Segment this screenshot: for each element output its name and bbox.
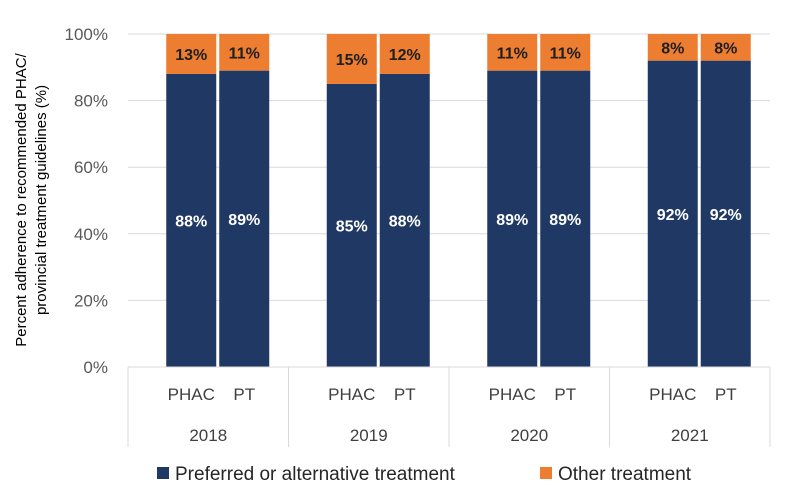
x-axis: PHAC PT PHAC PT PHAC PT PHAC PT 2018 2019 2020 2021 [127, 366, 771, 447]
bar-other [326, 34, 377, 84]
x-group-label: 2019 [350, 426, 388, 445]
bar-preferred [326, 83, 377, 367]
data-label-other: 12% [389, 47, 421, 64]
y-tick-label: 40% [74, 225, 108, 244]
bar-preferred [700, 60, 751, 367]
x-category-label: PT [715, 385, 737, 404]
bar-other [647, 34, 698, 61]
legend-swatch-preferred [157, 467, 169, 479]
x-category-label: PHAC [168, 385, 215, 404]
data-label-other: 13% [175, 47, 207, 64]
data-label-other: 11% [229, 45, 260, 62]
bar-other [166, 34, 217, 74]
legend: Preferred or alternative treatment Other… [157, 464, 692, 485]
bar-other [219, 34, 270, 71]
x-group-label: 2021 [671, 426, 709, 445]
data-label-preferred: 89% [496, 212, 528, 229]
y-tick-label: 60% [74, 158, 108, 177]
bar-other [487, 34, 538, 71]
data-label-other: 15% [336, 52, 368, 69]
bar-preferred [487, 70, 538, 367]
data-label-preferred: 88% [175, 213, 207, 230]
legend-label-other: Other treatment [558, 464, 692, 485]
data-label-other: 8% [661, 40, 684, 57]
data-label-other: 11% [550, 45, 581, 62]
x-group-label: 2018 [189, 426, 227, 445]
y-axis-label-line1: Percent adherence to recommended PHAC/ [13, 52, 30, 346]
data-label-other: 8% [714, 40, 737, 57]
y-tick-label: 80% [74, 92, 108, 111]
data-label-preferred: 92% [710, 207, 742, 224]
legend-swatch-other [540, 467, 552, 479]
y-tick-label: 100% [65, 25, 108, 44]
y-tick-label: 20% [74, 291, 108, 310]
data-label-other: 11% [497, 45, 528, 62]
bar-other [379, 34, 430, 74]
data-label-preferred: 88% [389, 213, 421, 230]
x-category-label: PHAC [489, 385, 536, 404]
bars: 88% 13% 89% 11% 85% 15% 88% 12% 89% 11% 89% 11% 92% 8… [166, 34, 751, 368]
y-axis-ticks: 0% 20% 40% 60% 80% 100% [65, 25, 108, 377]
x-group-label: 2020 [510, 426, 548, 445]
legend-label-preferred: Preferred or alternative treatment [175, 464, 456, 485]
bar-preferred [219, 70, 270, 367]
bar-preferred [379, 73, 430, 368]
x-category-label: PT [394, 385, 416, 404]
bar-other [700, 34, 751, 61]
x-category-label: PHAC [649, 385, 696, 404]
data-label-preferred: 89% [228, 212, 260, 229]
x-category-label: PT [233, 385, 255, 404]
x-category-label: PHAC [328, 385, 375, 404]
bar-preferred [647, 60, 698, 367]
data-label-preferred: 85% [336, 218, 368, 235]
bar-preferred [166, 73, 217, 368]
data-label-preferred: 89% [549, 212, 581, 229]
data-label-preferred: 92% [657, 207, 689, 224]
bar-other [540, 34, 591, 71]
bar-preferred [540, 70, 591, 367]
x-category-label: PT [554, 385, 576, 404]
y-tick-label: 0% [83, 358, 108, 377]
y-axis-label-line2: provincial treatment guidelines (%) [33, 85, 50, 315]
